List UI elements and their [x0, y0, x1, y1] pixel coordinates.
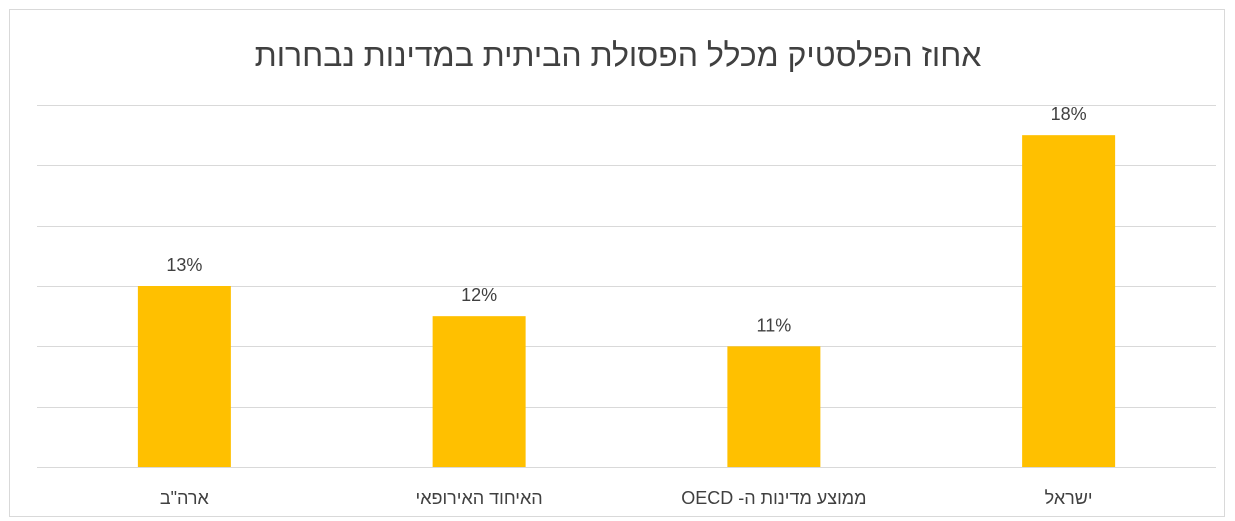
- bar: [432, 316, 526, 467]
- bar: [727, 346, 821, 467]
- category-label: ארה"ב: [160, 488, 210, 508]
- category-label: ישראל: [1045, 488, 1093, 508]
- category-label: האיחוד האירופאי: [416, 488, 543, 508]
- data-label: 18%: [1051, 104, 1087, 124]
- data-label: 13%: [166, 255, 202, 275]
- bar: [137, 286, 231, 467]
- data-label: 11%: [757, 315, 792, 335]
- bar: [1022, 135, 1116, 467]
- data-label: 12%: [461, 285, 497, 305]
- category-label: ממוצע מדינות ה- OECD: [681, 488, 866, 508]
- chart-title: אחוז הפלסטיק מכלל הפסולת הביתית במדינות …: [254, 37, 982, 73]
